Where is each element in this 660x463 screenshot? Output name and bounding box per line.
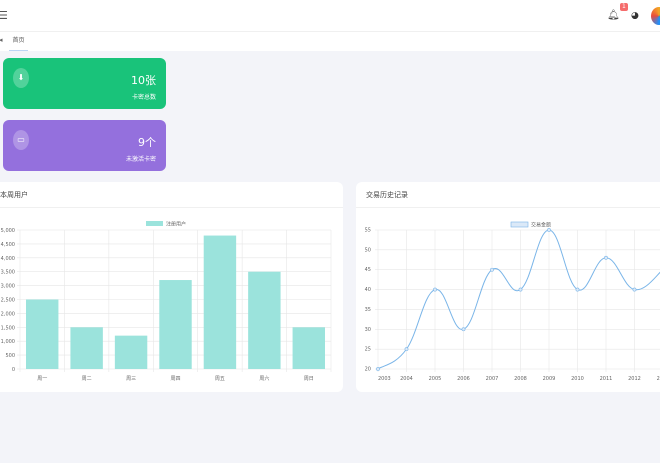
panel-title: 本周用户	[0, 191, 28, 199]
data-point	[490, 267, 494, 272]
y-tick-label: 30	[365, 327, 371, 333]
y-tick-label: 50	[365, 247, 371, 253]
x-tick-label: 2004	[400, 376, 413, 382]
bell-icon[interactable]: 🔔︎	[607, 10, 620, 21]
x-tick-label: 周三	[126, 376, 136, 382]
x-tick-label: 2010	[571, 376, 584, 382]
x-tick-label: 2003	[378, 376, 391, 382]
line-chart: 20 25 30 35 40 45 50 55 2003 2004 2005 2006 2007 2008…	[365, 221, 660, 382]
notification-badge: 1	[620, 3, 628, 11]
y-tick-label: 0	[12, 367, 15, 373]
data-point	[376, 367, 380, 371]
bar	[26, 299, 59, 369]
y-tick-label: 45	[365, 267, 371, 273]
y-tick-label: 2,500	[1, 298, 15, 304]
x-tick-label: 2006	[457, 376, 470, 382]
y-tick-label: 500	[5, 353, 15, 359]
x-tick-label: 2008	[514, 376, 527, 382]
data-point	[604, 255, 608, 260]
x-tick-label: 2011	[600, 376, 613, 382]
download-icon: ⬇	[13, 68, 29, 88]
x-tick-label: 2007	[486, 376, 499, 382]
x-tick-label: 2012	[628, 376, 641, 382]
panel-title: 交易历史记录	[366, 191, 408, 199]
x-tick-label: 周四	[170, 376, 180, 382]
bar	[292, 327, 325, 369]
bar	[70, 327, 103, 369]
y-tick-label: 3,000	[1, 284, 15, 290]
stat-label: 未激活卡密	[125, 156, 156, 163]
x-tick-label: 周二	[82, 376, 92, 382]
x-tick-label: 2009	[543, 376, 556, 382]
x-tick-label: 周六	[259, 375, 269, 382]
stat-label: 卡密总数	[131, 94, 156, 101]
stat-card-inactive[interactable]: ▭ 9个 未激活卡密	[3, 120, 166, 171]
y-tick-label: 5,000	[1, 228, 15, 234]
stat-value: 10张	[131, 74, 156, 87]
tab-bar: ◂ 首页	[0, 32, 660, 51]
avatar[interactable]	[651, 7, 660, 25]
x-tick-label: 周日	[304, 376, 314, 382]
message-icon: ▭	[13, 130, 29, 150]
data-point	[461, 327, 466, 332]
data-point	[518, 287, 523, 292]
x-tick-label: 周五	[215, 376, 225, 382]
bar	[248, 271, 281, 369]
chevron-left-icon[interactable]: ◂	[0, 36, 3, 44]
data-point	[575, 287, 580, 292]
x-tick-label: 2005	[429, 376, 442, 382]
y-tick-label: 35	[365, 307, 371, 313]
y-tick-label: 3,500	[1, 270, 15, 276]
x-tick-label: 2013	[657, 376, 660, 382]
bar	[114, 335, 148, 369]
tab-home[interactable]: 首页	[9, 34, 28, 51]
stat-card-cards-total[interactable]: ⬇ 10张 卡密总数	[3, 58, 166, 109]
bar	[159, 280, 192, 369]
hamburger-icon[interactable]: ☰	[0, 9, 8, 22]
data-point	[404, 347, 409, 352]
legend-swatch	[146, 221, 163, 226]
legend-label: 注册用户	[166, 221, 186, 228]
y-tick-label: 4,000	[1, 256, 15, 262]
legend-label: 交易金额	[531, 222, 551, 229]
x-tick-label: 周一	[37, 376, 47, 382]
series-line	[377, 229, 660, 370]
y-tick-label: 1,500	[1, 325, 15, 331]
y-tick-label: 20	[365, 367, 371, 373]
data-point	[433, 287, 437, 292]
legend-swatch	[510, 221, 529, 228]
top-header: ☰ 🔔︎ 1 ◕	[0, 0, 660, 32]
data-point	[632, 287, 637, 292]
y-tick-label: 40	[365, 287, 371, 293]
y-tick-label: 25	[365, 347, 371, 353]
y-tick-label: 55	[365, 228, 371, 234]
y-tick-label: 2,000	[1, 311, 15, 317]
data-point	[547, 228, 551, 232]
y-tick-label: 1,000	[1, 339, 15, 345]
bar-chart: 0 500 1,000 1,500 2,000 2,500 3,000 3,500 4,000 4…	[1, 221, 332, 382]
weekly-users-panel: 本周用户 0 500 1,000 1,500 2,000 2,500 3,000 3,500 4…	[0, 182, 343, 392]
bar	[203, 235, 237, 369]
y-tick-label: 4,500	[1, 242, 15, 248]
palette-icon[interactable]: ◕	[631, 11, 639, 21]
transaction-history-panel: 交易历史记录 20 25 30 35 40 45 50 55 2003 2004 2005 2006 2…	[356, 182, 660, 392]
stat-value: 9个	[138, 136, 156, 149]
